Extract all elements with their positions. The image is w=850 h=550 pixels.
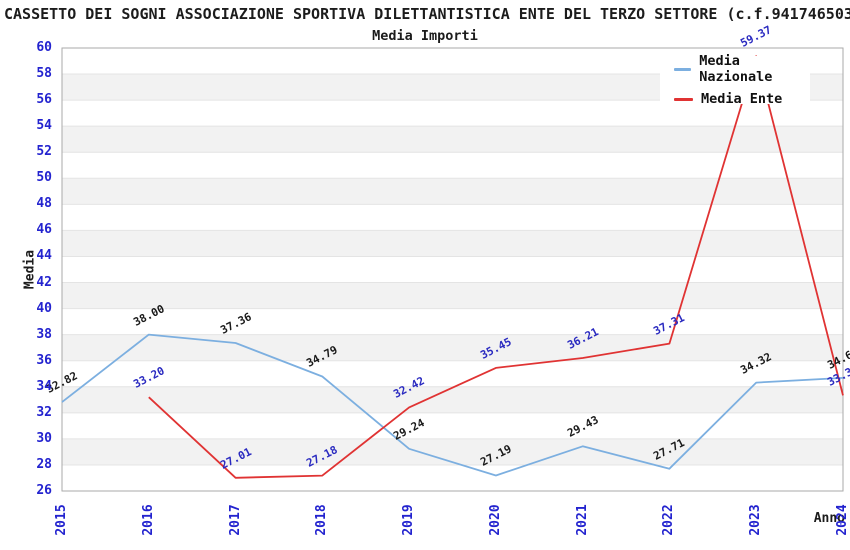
- x-tick-label: 2018: [314, 504, 330, 536]
- plot-stripe: [62, 126, 843, 153]
- y-tick-label: 52: [36, 144, 52, 160]
- legend: Media Nazionale Media Ente: [660, 53, 810, 107]
- x-tick-label: 2021: [574, 504, 590, 536]
- legend-label: Media Ente: [701, 91, 783, 107]
- x-tick-label: 2015: [54, 504, 69, 536]
- x-tick-label: 2017: [227, 504, 243, 536]
- y-tick-label: 60: [36, 40, 52, 55]
- y-tick-label: 58: [36, 66, 52, 82]
- y-tick-label: 40: [36, 300, 52, 316]
- y-tick-label: 32: [36, 404, 52, 420]
- y-tick-label: 48: [36, 196, 52, 212]
- plot-stripe: [62, 386, 843, 413]
- y-tick-label: 46: [36, 222, 52, 238]
- x-tick-label: 2016: [140, 504, 156, 536]
- y-tick-label: 44: [36, 248, 52, 264]
- legend-label: Media Nazionale: [699, 53, 773, 85]
- y-tick-label: 38: [36, 326, 52, 342]
- plot-stripe: [62, 334, 843, 361]
- y-tick-label: 28: [36, 456, 52, 472]
- plot-border: [61, 47, 844, 492]
- plot-stripe: [62, 178, 843, 205]
- y-tick-label: 34: [36, 378, 52, 394]
- x-tick-label: 2019: [401, 504, 417, 536]
- y-tick-label: 50: [36, 170, 52, 186]
- y-tick-label: 56: [36, 92, 52, 108]
- legend-swatch-media-nazionale-icon: [674, 67, 692, 71]
- series-line-media-ente: [148, 55, 844, 479]
- legend-swatch-media-ente-icon: [674, 97, 693, 101]
- chart-title: CASSETTO DEI SOGNI ASSOCIAZIONE SPORTIVA…: [4, 5, 850, 23]
- x-tick-label: 2022: [661, 504, 677, 536]
- y-tick-label: 30: [36, 430, 52, 446]
- chart-subtitle: Media Importi: [372, 28, 478, 44]
- legend-item-media-nazionale: Media Nazionale: [660, 53, 810, 85]
- plot-stripe: [62, 230, 843, 257]
- y-tick-label: 54: [36, 118, 52, 134]
- y-tick-label: 36: [36, 352, 52, 368]
- series-line-media-nazionale: [61, 333, 844, 477]
- legend-item-media-ente: Media Ente: [660, 91, 810, 107]
- y-tick-label: 42: [36, 274, 52, 290]
- y-tick-label: 26: [36, 483, 52, 498]
- plot-stripe: [62, 282, 843, 309]
- x-tick-label: 2020: [487, 504, 503, 536]
- x-tick-label: 2023: [748, 504, 764, 536]
- x-axis-title: Anno: [813, 511, 845, 526]
- plot-stripe: [62, 438, 843, 465]
- x-tick-label: 2024: [835, 504, 850, 536]
